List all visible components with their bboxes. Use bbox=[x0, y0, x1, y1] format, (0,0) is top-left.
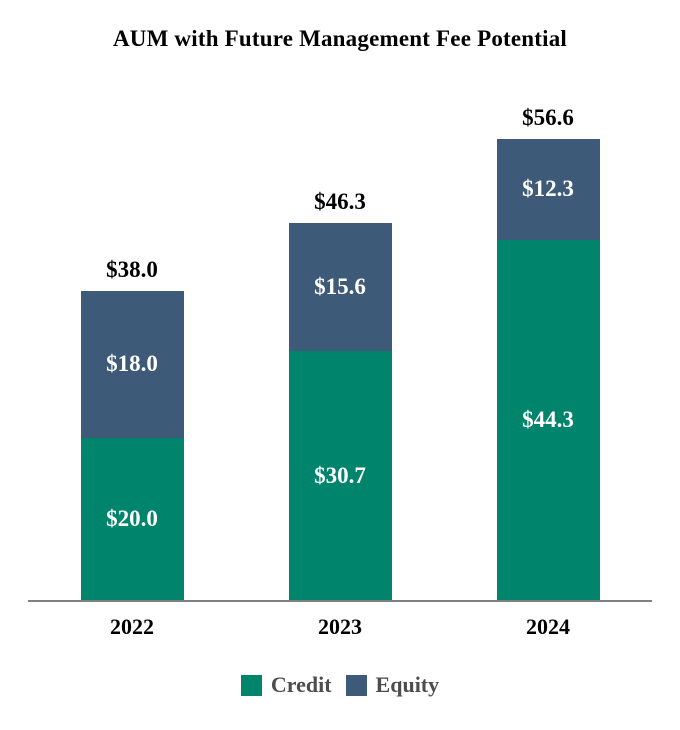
bar-column-2023: $46.3 $15.6 $30.7 bbox=[236, 0, 444, 601]
bar-segment-equity: $12.3 bbox=[496, 139, 600, 240]
segment-value-label: $44.3 bbox=[522, 407, 574, 433]
bar-segment-credit: $30.7 bbox=[288, 350, 392, 601]
plot-area: $38.0 $18.0 $20.0 $46.3 $15.6 $30.7 $56.6 $12.3… bbox=[28, 0, 652, 601]
total-value-label: $46.3 bbox=[314, 189, 366, 215]
x-axis-label-2023: 2023 bbox=[318, 614, 362, 639]
segment-value-label: $12.3 bbox=[522, 176, 574, 202]
bar-column-2024: $56.6 $12.3 $44.3 bbox=[444, 0, 652, 601]
legend-label-equity: Equity bbox=[375, 672, 440, 697]
legend-item-equity: Equity bbox=[345, 672, 440, 698]
x-axis-label-2024: 2024 bbox=[526, 614, 570, 639]
bar-segment-credit: $20.0 bbox=[80, 437, 184, 601]
total-value-label: $38.0 bbox=[106, 256, 158, 282]
total-value-label: $56.6 bbox=[522, 105, 574, 131]
legend: Credit Equity bbox=[0, 672, 680, 698]
stacked-bar-2022: $18.0 $20.0 bbox=[80, 290, 184, 601]
segment-value-label: $18.0 bbox=[106, 351, 158, 377]
chart-title: AUM with Future Management Fee Potential bbox=[112, 26, 568, 51]
stacked-bar-2023: $15.6 $30.7 bbox=[288, 223, 392, 601]
legend-label-credit: Credit bbox=[270, 672, 332, 697]
legend-item-credit: Credit bbox=[240, 672, 332, 698]
bar-segment-credit: $44.3 bbox=[496, 239, 600, 601]
bar-segment-equity: $18.0 bbox=[80, 290, 184, 438]
bar-segment-equity: $15.6 bbox=[288, 223, 392, 351]
stacked-bar-2024: $12.3 $44.3 bbox=[496, 139, 600, 601]
legend-swatch-equity bbox=[345, 674, 367, 696]
segment-value-label: $30.7 bbox=[314, 462, 366, 488]
bars-row: $38.0 $18.0 $20.0 $46.3 $15.6 $30.7 $56.6 $12.3… bbox=[28, 0, 652, 601]
segment-value-label: $20.0 bbox=[106, 506, 158, 532]
legend-swatch-credit bbox=[240, 674, 262, 696]
x-axis-label-2022: 2022 bbox=[110, 614, 154, 639]
x-axis-line bbox=[28, 600, 652, 602]
segment-value-label: $15.6 bbox=[314, 273, 366, 299]
x-axis-labels: 2022 2023 2024 bbox=[28, 614, 652, 640]
bar-column-2022: $38.0 $18.0 $20.0 bbox=[28, 0, 236, 601]
